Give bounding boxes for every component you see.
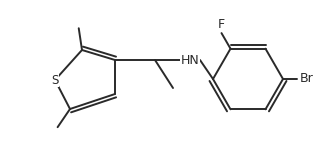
Text: S: S [51, 73, 59, 86]
Text: HN: HN [181, 53, 199, 66]
Text: F: F [218, 18, 225, 31]
Text: Br: Br [300, 73, 314, 86]
